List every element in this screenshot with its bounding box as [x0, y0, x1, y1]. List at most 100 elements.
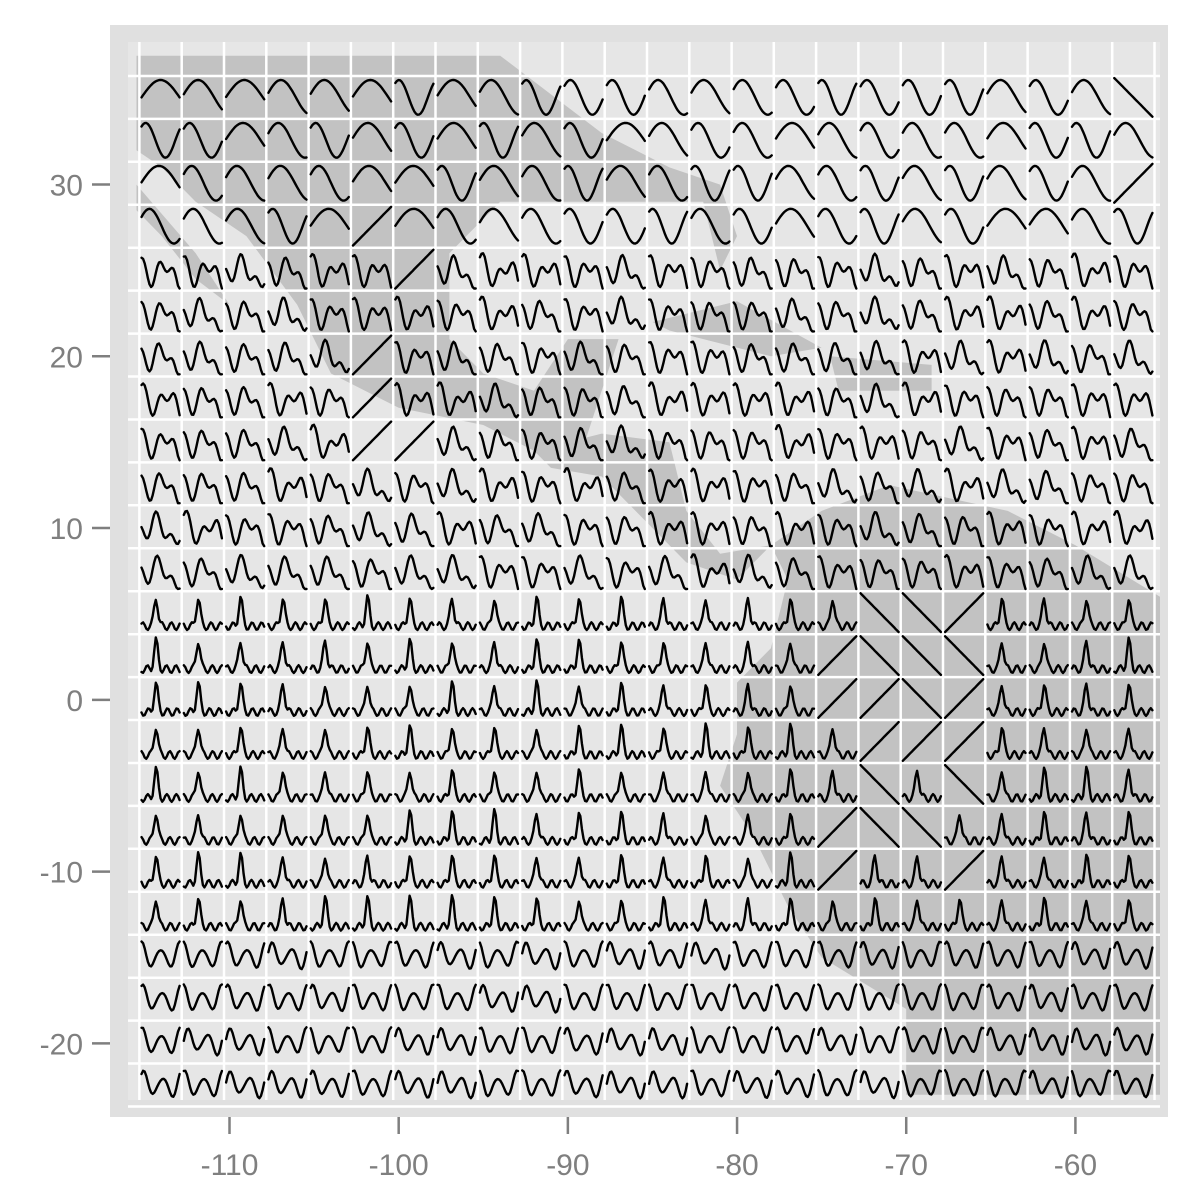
glyph-21-3 — [267, 983, 308, 1012]
glyph-3-20 — [986, 207, 1027, 230]
glyph-16-15 — [774, 768, 816, 803]
glyph-7-20 — [986, 386, 1027, 419]
glyph-3-17 — [859, 207, 900, 245]
glyph-14-10 — [563, 685, 604, 717]
glyph-8-21 — [1028, 428, 1069, 462]
glyph-3-18 — [901, 207, 943, 244]
glyph-19-5 — [351, 895, 393, 932]
glyph-12-12 — [647, 596, 689, 631]
glyph-15-23 — [1113, 727, 1154, 760]
glyph-21-7 — [436, 983, 477, 1012]
x-tick-label: -60 — [1054, 1149, 1097, 1182]
glyph-20-0 — [140, 940, 181, 968]
glyph-6-21 — [1028, 339, 1069, 375]
glyph-8-15 — [774, 424, 816, 459]
glyph-8-4 — [309, 423, 350, 459]
glyph-18-0 — [140, 855, 181, 889]
glyph-21-2 — [224, 983, 266, 1012]
glyph-15-11 — [605, 723, 646, 760]
glyph-1-7 — [436, 121, 477, 149]
glyph-19-21 — [1028, 896, 1069, 932]
glyph-16-16 — [817, 769, 858, 803]
glyph-21-5 — [351, 983, 393, 1012]
glyph-22-23 — [1113, 1026, 1154, 1056]
glyph-5-5 — [351, 296, 393, 332]
glyph-2-11 — [605, 164, 646, 198]
glyph-6-0 — [140, 342, 181, 376]
glyph-11-10 — [563, 554, 604, 591]
glyph-18-3 — [267, 856, 308, 889]
glyph-20-12 — [647, 940, 689, 969]
glyph-0-3 — [267, 78, 308, 115]
glyph-1-21 — [1028, 121, 1069, 159]
glyph-2-9 — [521, 164, 562, 202]
glyph-10-16 — [817, 513, 858, 548]
glyph-23-19 — [943, 1069, 985, 1097]
glyph-5-10 — [563, 298, 604, 333]
glyph-2-2 — [224, 164, 266, 202]
glyph-19-6 — [394, 894, 435, 932]
glyph-12-10 — [563, 598, 604, 632]
glyph-21-16 — [817, 983, 858, 1011]
glyph-0-10 — [563, 78, 604, 116]
y-tick-label: 0 — [66, 685, 83, 718]
glyph-7-11 — [605, 385, 646, 419]
glyph-16-0 — [140, 765, 181, 803]
glyph-18-22 — [1070, 853, 1112, 889]
glyph-21-13 — [690, 983, 731, 1012]
glyph-23-6 — [394, 1069, 435, 1099]
glyph-14-6 — [394, 685, 435, 717]
glyph-17-8 — [478, 807, 520, 846]
glyph-4-2 — [224, 253, 266, 289]
glyph-5-11 — [605, 295, 646, 330]
glyph-12-23 — [1113, 599, 1154, 631]
glyph-12-3 — [267, 598, 308, 632]
glyph-14-12 — [647, 684, 689, 718]
glyph-8-7 — [436, 425, 477, 462]
glyph-7-3 — [267, 381, 308, 417]
glyph-21-11 — [605, 983, 646, 1012]
glyph-18-21 — [1028, 856, 1069, 889]
glyph-9-18 — [901, 468, 943, 504]
glyph-10-5 — [351, 511, 393, 548]
glyph-14-14 — [732, 682, 773, 717]
glyph-11-14 — [732, 553, 773, 589]
glyph-14-11 — [605, 681, 646, 717]
glyph-3-19 — [943, 207, 985, 245]
glyph-3-14 — [732, 207, 773, 245]
glyph-11-8 — [478, 555, 520, 591]
glyph-16-18 — [901, 769, 943, 803]
glyph-13-11 — [605, 641, 646, 675]
glyph-14-9 — [521, 679, 562, 717]
glyph-8-17 — [859, 425, 900, 460]
glyph-1-10 — [563, 121, 604, 159]
glyph-7-6 — [394, 382, 435, 417]
glyph-12-4 — [309, 598, 350, 632]
glyph-9-14 — [732, 470, 773, 505]
glyph-18-1 — [182, 851, 224, 889]
glyph-23-2 — [224, 1070, 266, 1100]
glyph-1-1 — [182, 121, 224, 159]
glyph-18-11 — [605, 854, 646, 889]
glyph-22-15 — [774, 1026, 816, 1055]
glyph-19-14 — [732, 897, 773, 932]
glyph-4-5 — [351, 254, 393, 289]
glyph-22-10 — [563, 1026, 604, 1056]
glyph-15-5 — [351, 726, 393, 760]
glyph-15-8 — [478, 726, 520, 761]
glyph-14-20 — [986, 684, 1027, 717]
glyph-10-12 — [647, 510, 689, 546]
glyph-3-9 — [521, 207, 562, 245]
glyph-15-7 — [436, 727, 477, 760]
glyph-4-23 — [1113, 255, 1154, 290]
glyph-8-6 — [394, 420, 435, 462]
glyph-17-7 — [436, 810, 477, 846]
glyph-3-13 — [690, 207, 731, 245]
glyph-8-22 — [1070, 425, 1112, 461]
glyph-9-17 — [859, 471, 900, 505]
glyph-4-11 — [605, 253, 646, 290]
glyph-17-23 — [1113, 810, 1154, 846]
glyph-4-6 — [394, 248, 435, 290]
glyph-18-16 — [817, 849, 858, 891]
glyph-20-7 — [436, 940, 477, 970]
